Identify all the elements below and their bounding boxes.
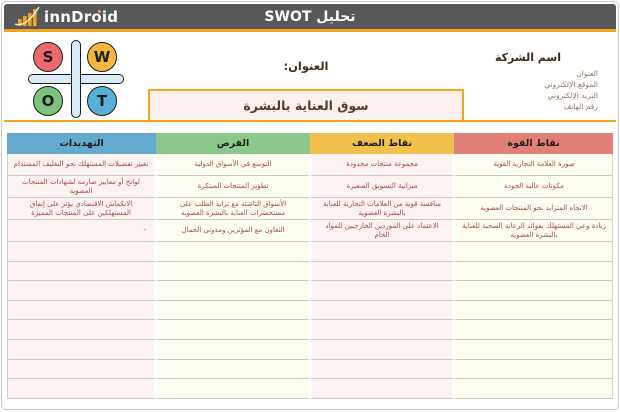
weaknesses-cell[interactable] bbox=[310, 281, 455, 301]
empty-table-row bbox=[7, 300, 613, 321]
strengths-circle-icon: S bbox=[33, 42, 63, 72]
top-header-bar: innDroid تحليل SWOT bbox=[4, 4, 616, 32]
opportunities-cell[interactable] bbox=[156, 261, 311, 282]
strengths-cell[interactable]: زيادة وعي المستهلك بفوائد الرعاية الصحية… bbox=[454, 220, 613, 242]
opportunities-cell[interactable] bbox=[156, 320, 311, 340]
weaknesses-cell[interactable] bbox=[310, 242, 455, 262]
weaknesses-circle-icon: W bbox=[87, 42, 117, 72]
threats-cell[interactable]: الانكماش الاقتصادي يؤثر على إنفاق المسته… bbox=[7, 198, 157, 220]
weaknesses-cell[interactable] bbox=[310, 339, 455, 360]
page-title: تحليل SWOT bbox=[264, 8, 356, 25]
threats-cell[interactable]: لوائح أو معايير صارمة لشهادات المنتجات ا… bbox=[7, 176, 157, 198]
company-field-address: العنوان bbox=[576, 69, 598, 78]
logo-accent-dot bbox=[98, 10, 101, 13]
threats-cell[interactable]: تغيير تفضيلات المستهلك نحو التغليف المست… bbox=[7, 154, 157, 176]
opportunities-cell[interactable] bbox=[156, 300, 311, 321]
swot-table: نقاط القوة نقاط الضعف الفرص التهديدات صو… bbox=[7, 133, 613, 399]
weaknesses-cell[interactable] bbox=[310, 300, 455, 321]
opportunities-cell[interactable]: الأسواق الناشئة مع تزايد الطلب على مستحض… bbox=[156, 198, 311, 220]
header-threats[interactable]: التهديدات bbox=[7, 133, 157, 154]
table-row: صورة العلامة التجارية القوية مجموعة منتج… bbox=[7, 154, 613, 176]
header-strengths[interactable]: نقاط القوة bbox=[454, 133, 613, 154]
empty-table-row bbox=[7, 242, 613, 262]
weaknesses-cell[interactable]: الاعتماد على الموردين الخارجيين للمواد ا… bbox=[310, 220, 455, 242]
brand-logo: innDroid bbox=[4, 4, 118, 30]
threats-cell[interactable] bbox=[7, 281, 157, 301]
weaknesses-cell[interactable] bbox=[310, 261, 455, 282]
threats-cell[interactable] bbox=[7, 359, 157, 380]
weaknesses-cell[interactable] bbox=[310, 379, 455, 399]
weaknesses-cell[interactable]: منافسة قوية من العلامات التجارية للعناية… bbox=[310, 198, 455, 220]
table-row: زيادة وعي المستهلك بفوائد الرعاية الصحية… bbox=[7, 220, 613, 242]
strengths-cell[interactable] bbox=[454, 379, 613, 399]
threats-cell[interactable]: - bbox=[7, 220, 157, 242]
company-field-phone: رقم الهاتف bbox=[563, 102, 598, 111]
header-opportunities[interactable]: الفرص bbox=[156, 133, 311, 154]
weaknesses-cell[interactable] bbox=[310, 359, 455, 380]
empty-table-row bbox=[7, 359, 613, 380]
threats-cell[interactable] bbox=[7, 261, 157, 282]
analysis-title-field[interactable]: سوق العناية بالبشرة bbox=[148, 89, 464, 122]
opportunities-circle-icon: O bbox=[33, 86, 63, 116]
strengths-cell[interactable] bbox=[454, 261, 613, 282]
strengths-cell[interactable] bbox=[454, 300, 613, 321]
swot-quadrant-icon: S W O T bbox=[28, 40, 124, 118]
table-body: صورة العلامة التجارية القوية مجموعة منتج… bbox=[7, 154, 613, 399]
opportunities-cell[interactable] bbox=[156, 359, 311, 380]
company-field-email: البريد الإلكتروني bbox=[547, 91, 598, 100]
empty-table-row bbox=[7, 320, 613, 340]
cross-vertical-bar bbox=[71, 40, 81, 118]
company-field-website: الموقع الإلكتروني bbox=[544, 80, 598, 89]
weaknesses-cell[interactable]: مجموعة منتجات محدودة bbox=[310, 154, 455, 176]
company-info-panel: اسم الشركة العنوان الموقع الإلكتروني الب… bbox=[452, 51, 604, 112]
strengths-cell[interactable] bbox=[454, 339, 613, 360]
threats-cell[interactable] bbox=[7, 300, 157, 321]
threats-cell[interactable] bbox=[7, 339, 157, 360]
opportunities-cell[interactable]: التعاون مع المؤثرين ومدوني الجمال bbox=[156, 220, 311, 242]
table-header-row: نقاط القوة نقاط الضعف الفرص التهديدات bbox=[7, 133, 613, 154]
bar-chart-logo-icon bbox=[14, 6, 40, 26]
strengths-cell[interactable] bbox=[454, 359, 613, 380]
strengths-cell[interactable]: مكونات عالية الجودة bbox=[454, 176, 613, 198]
threats-cell[interactable] bbox=[7, 242, 157, 262]
analysis-title-label: العنوان: bbox=[283, 59, 329, 73]
strengths-cell[interactable] bbox=[454, 320, 613, 340]
empty-table-row bbox=[7, 379, 613, 399]
threats-circle-icon: T bbox=[87, 86, 117, 116]
strengths-cell[interactable] bbox=[454, 242, 613, 262]
company-name-label: اسم الشركة bbox=[494, 51, 562, 64]
threats-cell[interactable] bbox=[7, 320, 157, 340]
opportunities-cell[interactable] bbox=[156, 281, 311, 301]
empty-table-row bbox=[7, 339, 613, 360]
opportunities-cell[interactable] bbox=[156, 379, 311, 399]
threats-cell[interactable] bbox=[7, 379, 157, 399]
strengths-cell[interactable]: صورة العلامة التجارية القوية bbox=[454, 154, 613, 176]
opportunities-cell[interactable]: التوسع في الأسواق الدولية bbox=[156, 154, 311, 176]
strengths-cell[interactable]: الاتجاه المتزايد نحو المنتجات العضوية bbox=[454, 198, 613, 220]
empty-table-row bbox=[7, 281, 613, 301]
opportunities-cell[interactable] bbox=[156, 339, 311, 360]
table-row: مكونات عالية الجودة ميزانية التسويق الصغ… bbox=[7, 176, 613, 198]
empty-table-row bbox=[7, 261, 613, 282]
weaknesses-cell[interactable]: ميزانية التسويق الصغيرة bbox=[310, 176, 455, 198]
header-weaknesses[interactable]: نقاط الضعف bbox=[310, 133, 455, 154]
weaknesses-cell[interactable] bbox=[310, 320, 455, 340]
opportunities-cell[interactable] bbox=[156, 242, 311, 262]
company-fields-list: العنوان الموقع الإلكتروني البريد الإلكتر… bbox=[452, 68, 604, 112]
table-row: الاتجاه المتزايد نحو المنتجات العضوية من… bbox=[7, 198, 613, 220]
strengths-cell[interactable] bbox=[454, 281, 613, 301]
opportunities-cell[interactable]: تطوير المنتجات المبتكرة bbox=[156, 176, 311, 198]
